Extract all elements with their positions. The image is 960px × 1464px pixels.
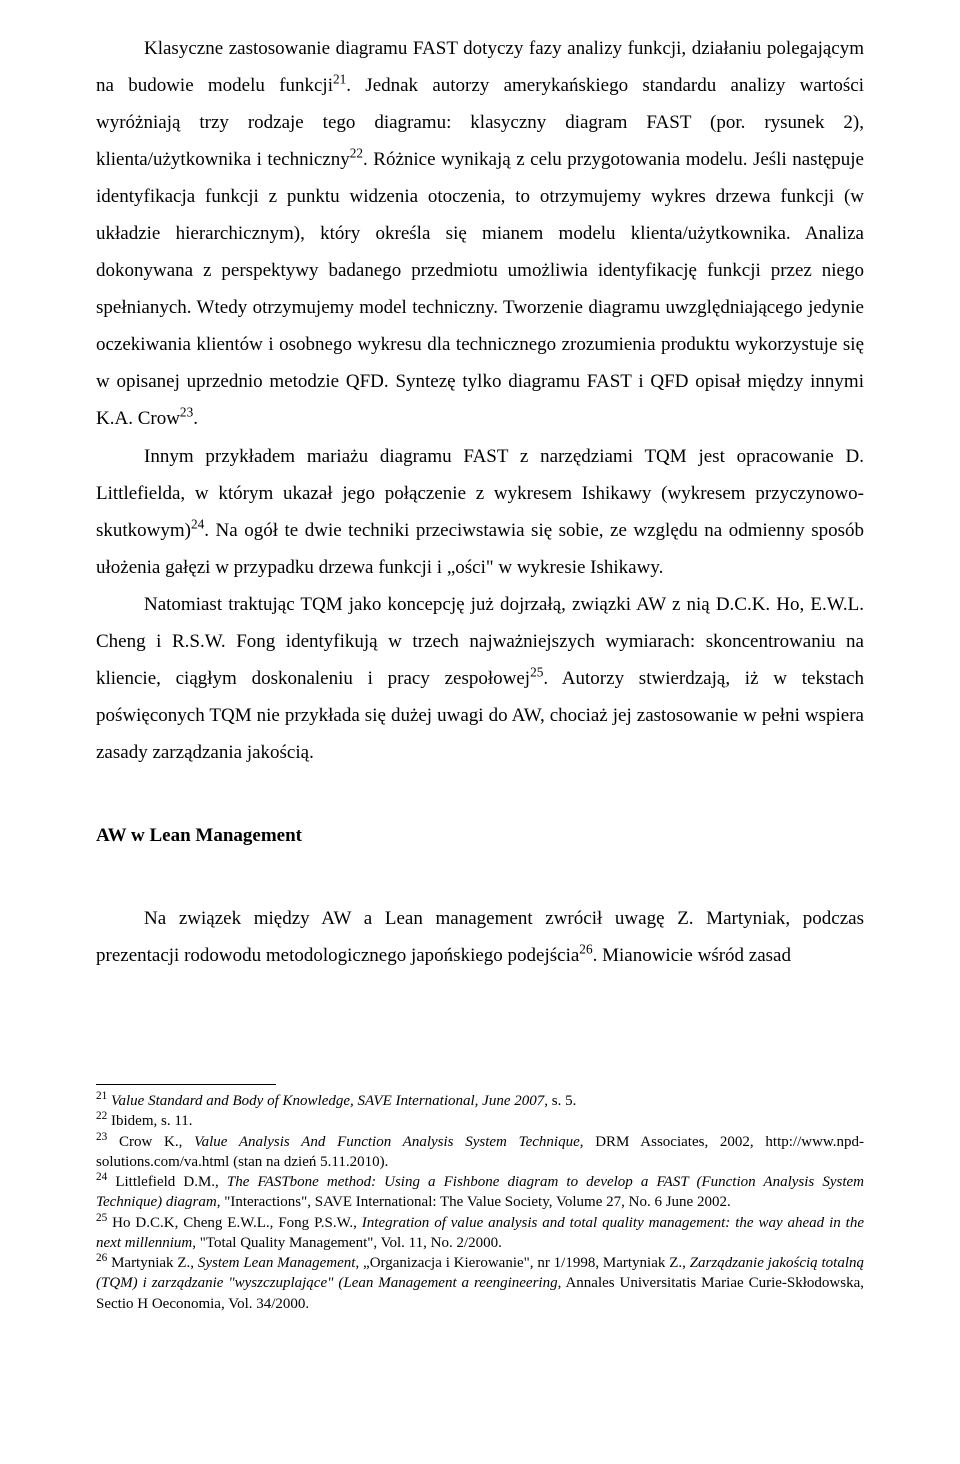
footnote-number: 22: [96, 1110, 107, 1122]
footnote-text-italic: Value Analysis And Function Analysis Sys…: [194, 1134, 580, 1150]
footnote-text: Crow K.,: [107, 1134, 194, 1150]
footnote-ref-25: 25: [530, 664, 543, 679]
footnote-text: Ibidem, s. 11.: [107, 1113, 192, 1129]
footnote-number: 24: [96, 1171, 107, 1183]
footnote-ref-21: 21: [333, 72, 346, 87]
footnote-number: 26: [96, 1252, 107, 1264]
footnote-25: 25 Ho D.C.K, Cheng E.W.L., Fong P.S.W., …: [96, 1213, 864, 1254]
footnote-23: 23 Crow K., Value Analysis And Function …: [96, 1132, 864, 1173]
section-heading: AW w Lean Management: [96, 817, 864, 854]
footnote-separator: [96, 1084, 276, 1085]
footnote-22: 22 Ibidem, s. 11.: [96, 1111, 864, 1131]
footnote-ref-26: 26: [579, 942, 592, 957]
footnote-text-italic: Value Standard and Body of Knowledge, SA…: [107, 1093, 544, 1109]
footnote-number: 25: [96, 1212, 107, 1224]
footnotes-block: 21 Value Standard and Body of Knowledge,…: [96, 1084, 864, 1314]
footnote-text: Littlefield D.M.,: [107, 1174, 227, 1190]
footnote-text-italic: System Lean Management: [198, 1255, 356, 1271]
footnote-ref-24: 24: [191, 516, 204, 531]
footnote-text: , "Interactions", SAVE International: Th…: [217, 1194, 731, 1210]
footnote-text: , „Organizacja i Kierowanie", nr 1/1998,…: [355, 1255, 689, 1271]
footnote-ref-23: 23: [180, 405, 193, 420]
text: . Na ogół te dwie techniki przeciwstawia…: [96, 520, 864, 578]
paragraph-4: Na związek między AW a Lean management z…: [96, 900, 864, 974]
text: .: [193, 408, 198, 429]
footnote-text: , s. 5.: [544, 1093, 576, 1109]
footnote-24: 24 Littlefield D.M., The FASTbone method…: [96, 1172, 864, 1213]
text: . Różnice wynikają z celu przygotowania …: [96, 149, 864, 429]
footnote-number: 23: [96, 1131, 107, 1143]
footnote-text: Martyniak Z.,: [107, 1255, 198, 1271]
footnote-21: 21 Value Standard and Body of Knowledge,…: [96, 1091, 864, 1111]
text: . Mianowicie wśród zasad: [593, 945, 791, 966]
footnote-26: 26 Martyniak Z., System Lean Management,…: [96, 1253, 864, 1314]
paragraph-1: Klasyczne zastosowanie diagramu FAST dot…: [96, 30, 864, 438]
paragraph-2: Innym przykładem mariażu diagramu FAST z…: [96, 438, 864, 586]
footnote-text: Ho D.C.K, Cheng E.W.L., Fong P.S.W.,: [107, 1215, 362, 1231]
paragraph-3: Natomiast traktując TQM jako koncepcję j…: [96, 586, 864, 771]
footnote-ref-22: 22: [350, 146, 363, 161]
footnote-text: , "Total Quality Management", Vol. 11, N…: [192, 1235, 502, 1251]
footnote-number: 21: [96, 1090, 107, 1102]
